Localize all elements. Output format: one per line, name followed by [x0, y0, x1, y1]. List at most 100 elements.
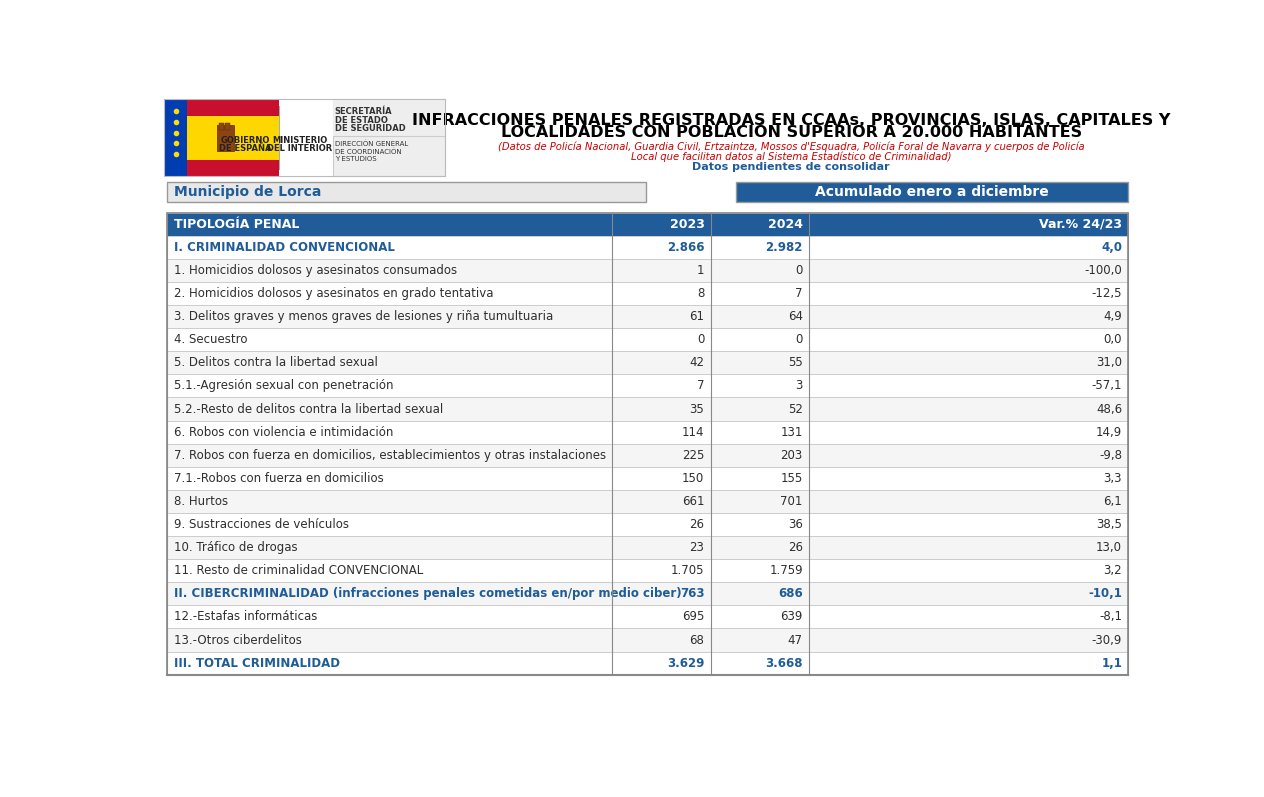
Bar: [217, 125, 234, 151]
Text: 0: 0: [795, 333, 803, 346]
Text: II. CIBERCRIMINALIDAD (infracciones penales cometidas en/por medio ciber): II. CIBERCRIMINALIDAD (infracciones pena…: [173, 587, 681, 600]
Text: 114: 114: [681, 426, 704, 438]
Text: 7.1.-Robos con fuerza en domicilios: 7.1.-Robos con fuerza en domicilios: [173, 472, 383, 485]
Text: 14,9: 14,9: [1096, 426, 1122, 438]
Text: 35: 35: [690, 402, 704, 415]
Text: Municipio de Lorca: Municipio de Lorca: [173, 185, 321, 199]
Text: INFRACCIONES PENALES REGISTRADAS EN CCAAs, PROVINCIAS, ISLAS, CAPITALES Y: INFRACCIONES PENALES REGISTRADAS EN CCAA…: [412, 112, 1170, 128]
Bar: [211, 121, 240, 155]
Text: I. CRIMINALIDAD CONVENCIONAL: I. CRIMINALIDAD CONVENCIONAL: [173, 241, 394, 253]
Text: 2. Homicidios dolosos y asesinatos en grado tentativa: 2. Homicidios dolosos y asesinatos en gr…: [173, 287, 493, 300]
Text: DE ESPAÑA: DE ESPAÑA: [220, 143, 272, 152]
Text: Local que facilitan datos al Sistema Estadístico de Criminalidad): Local que facilitan datos al Sistema Est…: [631, 151, 952, 162]
Text: 23: 23: [689, 541, 704, 554]
Bar: [167, 282, 1129, 305]
Text: 11. Resto de criminalidad CONVENCIONAL: 11. Resto de criminalidad CONVENCIONAL: [173, 564, 422, 577]
Text: 2.982: 2.982: [766, 241, 803, 253]
Text: 4,9: 4,9: [1103, 310, 1122, 323]
Text: 2024: 2024: [767, 218, 803, 230]
Text: 68: 68: [689, 634, 704, 646]
Text: 0: 0: [795, 264, 803, 277]
Text: 3.668: 3.668: [765, 657, 803, 669]
Text: 10. Tráfico de drogas: 10. Tráfico de drogas: [173, 541, 297, 554]
Bar: [187, 100, 279, 176]
Text: 12.-Estafas informáticas: 12.-Estafas informáticas: [173, 611, 317, 623]
Text: MINISTERIO: MINISTERIO: [272, 135, 327, 145]
Text: 150: 150: [683, 472, 704, 485]
Text: 225: 225: [683, 449, 704, 461]
Text: 13,0: 13,0: [1096, 541, 1122, 554]
Text: 48,6: 48,6: [1096, 402, 1122, 415]
Text: 701: 701: [780, 495, 803, 508]
Bar: [167, 536, 1129, 559]
Text: 695: 695: [683, 611, 704, 623]
Bar: [167, 328, 1129, 351]
Bar: [164, 100, 187, 176]
Text: 131: 131: [780, 426, 803, 438]
Text: 26: 26: [787, 541, 803, 554]
Text: 47: 47: [787, 634, 803, 646]
Text: 8: 8: [696, 287, 704, 300]
Text: 3,2: 3,2: [1103, 564, 1122, 577]
Text: 52: 52: [787, 402, 803, 415]
Bar: [167, 236, 1129, 259]
Text: 763: 763: [680, 587, 704, 600]
Bar: [167, 583, 1129, 606]
Text: DIRECCIÓN GENERAL: DIRECCIÓN GENERAL: [335, 140, 408, 147]
Bar: [167, 305, 1129, 328]
Text: 1.759: 1.759: [770, 564, 803, 577]
Bar: [167, 213, 1129, 675]
Text: 8. Hurtos: 8. Hurtos: [173, 495, 228, 508]
Bar: [167, 467, 1129, 490]
Text: Datos pendientes de consolidar: Datos pendientes de consolidar: [693, 162, 890, 172]
Text: 2023: 2023: [670, 218, 704, 230]
Text: 36: 36: [787, 518, 803, 531]
Bar: [334, 100, 445, 176]
Text: 38,5: 38,5: [1096, 518, 1122, 531]
Bar: [167, 398, 1129, 421]
Text: GOBIERNO: GOBIERNO: [221, 135, 270, 145]
Text: 0,0: 0,0: [1103, 333, 1122, 346]
Text: 13.-Otros ciberdelitos: 13.-Otros ciberdelitos: [173, 634, 301, 646]
Bar: [167, 652, 1129, 675]
Text: 6,1: 6,1: [1103, 495, 1122, 508]
Text: 26: 26: [689, 518, 704, 531]
Text: 6. Robos con violencia e intimidación: 6. Robos con violencia e intimidación: [173, 426, 393, 438]
Text: 3. Delitos graves y menos graves de lesiones y riña tumultuaria: 3. Delitos graves y menos graves de lesi…: [173, 310, 552, 323]
Text: 2.866: 2.866: [667, 241, 704, 253]
Text: 31,0: 31,0: [1096, 356, 1122, 369]
Text: DE ESTADO: DE ESTADO: [335, 116, 388, 124]
Text: 7: 7: [696, 379, 704, 392]
Text: 5.1.-Agresión sexual con penetración: 5.1.-Agresión sexual con penetración: [173, 379, 393, 392]
Bar: [167, 490, 1129, 513]
Text: -10,1: -10,1: [1088, 587, 1122, 600]
Text: 4,0: 4,0: [1101, 241, 1122, 253]
Bar: [167, 421, 1129, 444]
Text: 7. Robos con fuerza en domicilios, establecimientos y otras instalaciones: 7. Robos con fuerza en domicilios, estab…: [173, 449, 605, 461]
Text: -8,1: -8,1: [1100, 611, 1122, 623]
Text: Acumulado enero a diciembre: Acumulado enero a diciembre: [815, 185, 1049, 199]
Text: 61: 61: [689, 310, 704, 323]
Bar: [334, 100, 445, 136]
Text: -9,8: -9,8: [1100, 449, 1122, 461]
Bar: [167, 213, 1129, 236]
Text: 7: 7: [795, 287, 803, 300]
Text: 42: 42: [689, 356, 704, 369]
Text: -12,5: -12,5: [1092, 287, 1122, 300]
Bar: [167, 351, 1129, 375]
Bar: [219, 123, 224, 130]
Text: 1.705: 1.705: [671, 564, 704, 577]
Text: 5. Delitos contra la libertad sexual: 5. Delitos contra la libertad sexual: [173, 356, 378, 369]
Text: 1,1: 1,1: [1101, 657, 1122, 669]
Text: 55: 55: [787, 356, 803, 369]
Bar: [167, 629, 1129, 652]
Bar: [167, 559, 1129, 583]
Text: 1: 1: [696, 264, 704, 277]
Bar: [164, 100, 445, 176]
Text: -57,1: -57,1: [1092, 379, 1122, 392]
Text: 9. Sustracciones de vehículos: 9. Sustracciones de vehículos: [173, 518, 349, 531]
Text: 5.2.-Resto de delitos contra la libertad sexual: 5.2.-Resto de delitos contra la libertad…: [173, 402, 442, 415]
Text: 1. Homicidios dolosos y asesinatos consumados: 1. Homicidios dolosos y asesinatos consu…: [173, 264, 456, 277]
Bar: [736, 182, 1129, 202]
Text: 3.629: 3.629: [667, 657, 704, 669]
